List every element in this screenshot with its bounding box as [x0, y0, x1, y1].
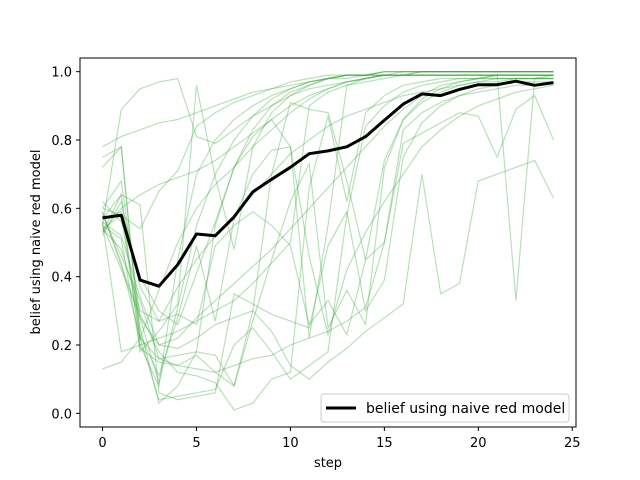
trajectory-line-21: [101, 159, 555, 380]
trajectory-line-13: [102, 77, 554, 387]
trajectory-lines: [101, 71, 555, 411]
trajectory-line-12: [102, 74, 554, 401]
y-axis-label: belief using naive red model: [29, 150, 44, 335]
trajectory-line-17: [102, 84, 554, 338]
trajectory-line-3: [102, 71, 554, 389]
mean-line-layer: [102, 79, 554, 288]
trajectory-line-5: [102, 71, 554, 405]
x-tick-label: 15: [376, 436, 393, 451]
x-tick-label: 20: [470, 436, 487, 451]
mean-belief-line: [102, 79, 554, 288]
plot-frame: [79, 57, 577, 428]
x-tick-label: 0: [98, 436, 106, 451]
trajectory-line-4: [102, 71, 554, 385]
y-tick-label: 0.6: [51, 202, 72, 217]
trajectory-line-11: [101, 74, 554, 353]
x-tick-label: 10: [282, 436, 299, 451]
trajectory-line-20: [101, 94, 555, 373]
y-tick-label: 1.0: [51, 66, 72, 81]
x-axis-label: step: [314, 456, 342, 471]
legend: belief using naive red model: [320, 393, 570, 423]
y-tick-label: 0.4: [51, 271, 72, 286]
trajectory-line-9: [102, 74, 554, 230]
trajectory-line-18: [101, 81, 554, 388]
y-ticks: 0.0 0.2 0.4 0.6 0.8 1.0: [51, 66, 80, 422]
x-tick-label: 25: [564, 436, 581, 451]
trajectory-line-16: [102, 81, 554, 401]
legend-box: [320, 393, 570, 423]
trajectory-line-10: [102, 74, 554, 378]
x-tick-label: 5: [192, 436, 200, 451]
trajectory-line-19: [102, 77, 554, 322]
trajectory-line-6: [101, 71, 554, 354]
trajectory-line-2: [102, 71, 554, 233]
trajectory-line-1: [102, 71, 554, 370]
trajectory-line-8: [101, 74, 554, 226]
trajectory-line-22: [102, 74, 554, 346]
trajectory-line-14: [101, 77, 554, 337]
x-ticks: 0 5 10 15 20 25: [98, 427, 581, 451]
y-tick-label: 0.2: [51, 339, 72, 354]
y-tick-label: 0.8: [51, 134, 72, 149]
y-tick-label: 0.0: [51, 407, 72, 422]
trajectory-line-7: [102, 74, 554, 148]
trajectory-line-15: [101, 77, 554, 411]
legend-label-mean: belief using naive red model: [366, 401, 565, 417]
